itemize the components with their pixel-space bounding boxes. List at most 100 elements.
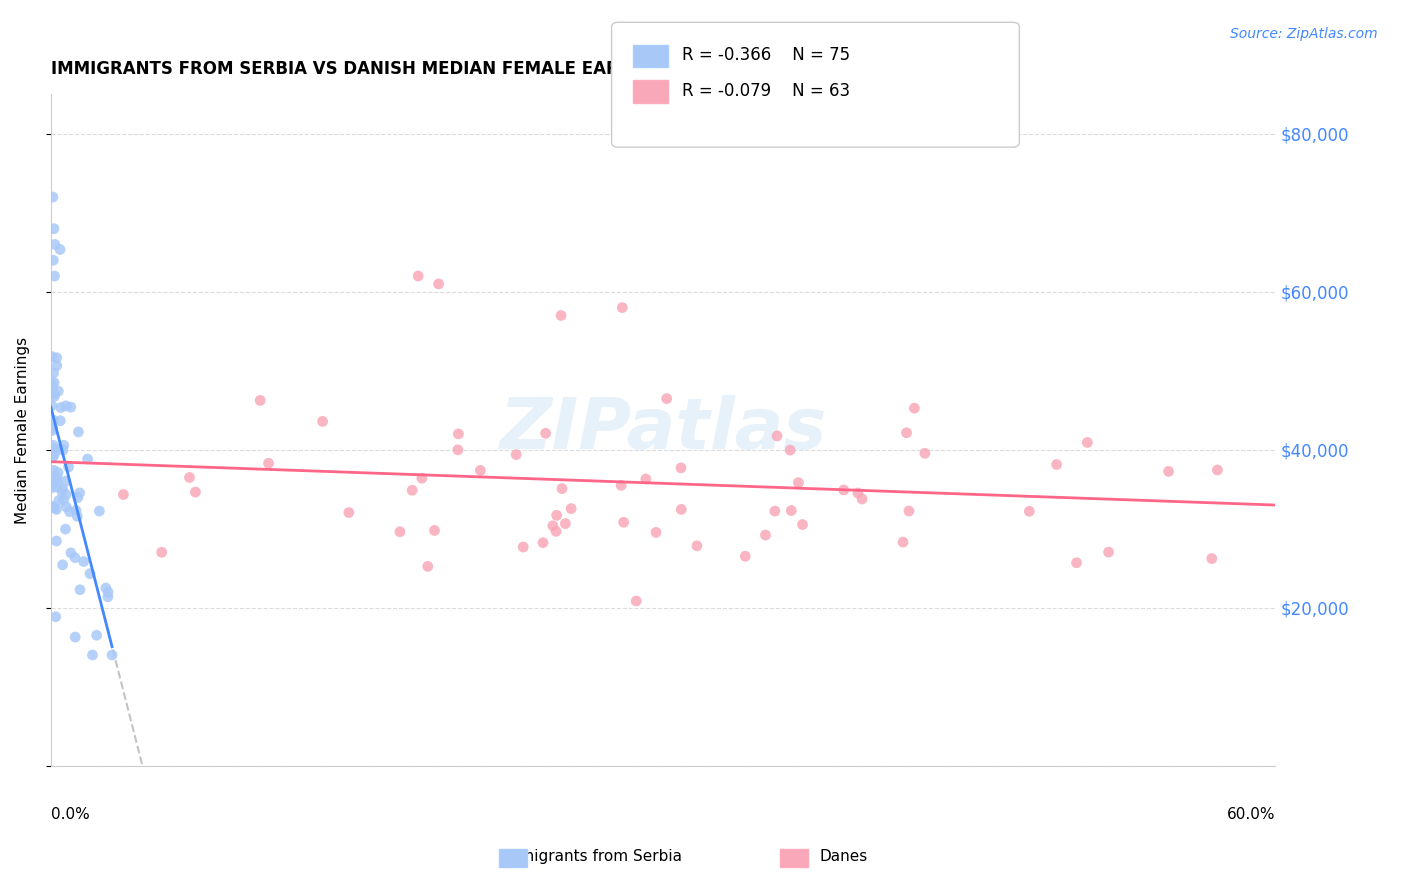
Point [59, 546, 82, 560]
Point [41, 421, 63, 435]
Point [42, 438, 65, 452]
Point [59, 400, 82, 414]
Point [447, 426, 470, 441]
Point [58, 460, 80, 475]
Point [44, 268, 66, 283]
Text: R = -0.366    N = 75: R = -0.366 N = 75 [682, 46, 851, 64]
Point [66, 509, 89, 524]
Text: Danes: Danes [820, 849, 868, 863]
Point [311, 414, 333, 428]
Point [754, 528, 776, 542]
Point [66, 491, 89, 505]
Point [686, 539, 709, 553]
Point [42, 221, 65, 235]
Point [42, 366, 65, 380]
Point [44, 448, 66, 462]
Point [45, 471, 67, 485]
Point [671, 502, 693, 516]
Point [76, 452, 98, 467]
Point [41, 383, 63, 397]
Point [63, 630, 86, 644]
Point [554, 516, 576, 531]
Point [669, 461, 692, 475]
Point [44, 472, 66, 486]
Point [416, 559, 439, 574]
Point [45, 351, 67, 365]
Point [52, 438, 75, 452]
Point [97, 590, 120, 604]
Point [94, 581, 117, 595]
Point [423, 524, 446, 538]
Point [531, 535, 554, 549]
Point [42, 190, 65, 204]
Point [73, 554, 96, 568]
Point [69, 582, 91, 597]
Point [48, 493, 70, 508]
Point [787, 475, 810, 490]
Point [411, 471, 433, 485]
Point [45, 442, 67, 457]
Point [41, 481, 63, 495]
Point [45, 534, 67, 549]
Point [45, 502, 67, 516]
Point [97, 585, 120, 599]
Point [49, 401, 72, 415]
Point [546, 508, 568, 523]
Point [505, 448, 527, 462]
Point [55, 474, 77, 488]
Point [41, 500, 63, 514]
Point [655, 392, 678, 406]
Point [846, 486, 869, 500]
Point [903, 401, 925, 416]
Text: 60.0%: 60.0% [1227, 807, 1275, 822]
Point [49, 414, 72, 428]
Point [45, 480, 67, 494]
Point [645, 525, 668, 540]
Point [41, 399, 63, 413]
Point [69, 486, 91, 500]
Point [406, 268, 429, 283]
Point [1018, 504, 1040, 518]
Text: IMMIGRANTS FROM SERBIA VS DANISH MEDIAN FEMALE EARNINGS CORRELATION CHART: IMMIGRANTS FROM SERBIA VS DANISH MEDIAN … [51, 60, 883, 78]
Point [1045, 458, 1067, 472]
Point [112, 487, 135, 501]
Text: 0.0%: 0.0% [51, 807, 90, 822]
Point [41, 350, 63, 364]
Point [512, 540, 534, 554]
Point [41, 383, 63, 397]
Point [1097, 545, 1119, 559]
Point [626, 594, 648, 608]
Point [41, 377, 63, 392]
Text: R = -0.079    N = 63: R = -0.079 N = 63 [682, 82, 851, 100]
Point [634, 472, 657, 486]
Point [46, 466, 69, 480]
Point [914, 446, 936, 460]
Point [179, 470, 201, 484]
Point [610, 478, 633, 492]
Point [82, 648, 104, 662]
Text: ZIPatlas: ZIPatlas [499, 395, 827, 465]
Point [612, 301, 634, 315]
Point [86, 628, 108, 642]
Point [897, 504, 920, 518]
Point [734, 549, 756, 564]
Point [44, 500, 66, 515]
Point [46, 474, 69, 488]
Point [44, 387, 66, 401]
Point [1066, 556, 1088, 570]
Point [534, 426, 557, 441]
Point [541, 518, 564, 533]
Point [337, 506, 360, 520]
Point [55, 399, 77, 413]
Point [42, 450, 65, 464]
Point [42, 413, 65, 427]
Point [544, 524, 567, 539]
Text: Immigrants from Serbia: Immigrants from Serbia [499, 849, 682, 863]
Point [55, 500, 77, 514]
Point [55, 487, 77, 501]
Point [613, 516, 636, 530]
Point [41, 424, 63, 438]
Point [560, 501, 582, 516]
Point [763, 504, 786, 518]
Point [79, 566, 101, 581]
